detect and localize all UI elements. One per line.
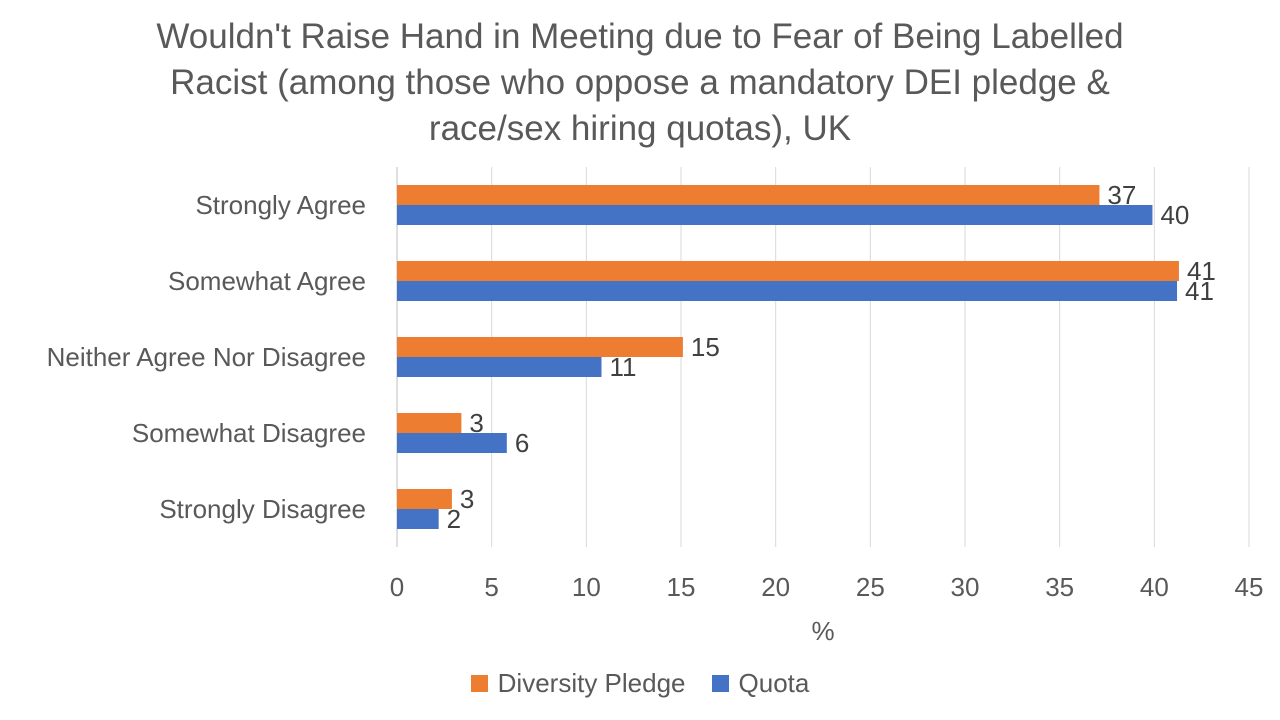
data-label-quota-2: 41: [1185, 276, 1214, 306]
data-label-diversity-pledge-3: 15: [691, 332, 720, 362]
x-tick-label-35: 35: [1045, 572, 1074, 602]
chart-title: Wouldn't Raise Hand in Meeting due to Fe…: [140, 14, 1140, 152]
category-label-2: Somewhat Agree: [168, 266, 366, 296]
bar-quota-3: [397, 357, 602, 377]
data-label-diversity-pledge-5: 3: [460, 484, 474, 514]
bar-diversity-pledge-3: [397, 337, 683, 357]
category-label-4: Somewhat Disagree: [132, 418, 366, 448]
bar-diversity-pledge-5: [397, 489, 452, 509]
bar-quota-2: [397, 281, 1178, 301]
data-label-quota-4: 6: [515, 428, 529, 458]
legend-item-diversity-pledge: Diversity Pledge: [470, 668, 686, 699]
x-tick-label-0: 0: [390, 572, 404, 602]
legend-item-quota: Quota: [711, 668, 810, 699]
bar-quota-1: [397, 205, 1153, 225]
legend-swatch-diversity-pledge: [470, 675, 488, 692]
category-label-5: Strongly Disagree: [159, 494, 366, 524]
x-tick-label-5: 5: [484, 572, 498, 602]
chart-title-line-2: Racist (among those who oppose a mandato…: [170, 63, 1110, 102]
bar-diversity-pledge-2: [397, 261, 1179, 281]
bar-quota-5: [397, 509, 439, 529]
category-label-3: Neither Agree Nor Disagree: [47, 342, 366, 372]
x-tick-label-40: 40: [1140, 572, 1169, 602]
x-tick-label-20: 20: [761, 572, 790, 602]
data-label-quota-3: 11: [609, 352, 636, 382]
legend-swatch-quota: [711, 675, 729, 692]
x-tick-label-15: 15: [667, 572, 696, 602]
data-label-diversity-pledge-4: 3: [469, 408, 483, 438]
data-label-quota-5: 2: [447, 504, 461, 534]
data-label-diversity-pledge-2: 41: [1187, 256, 1216, 286]
x-tick-label-25: 25: [856, 572, 885, 602]
category-label-1: Strongly Agree: [195, 190, 366, 220]
x-tick-label-30: 30: [951, 572, 980, 602]
x-tick-label-45: 45: [1235, 572, 1264, 602]
x-axis-title: %: [811, 616, 834, 646]
bar-diversity-pledge-4: [397, 413, 462, 433]
x-tick-label-10: 10: [572, 572, 601, 602]
chart-title-line-1: Wouldn't Raise Hand in Meeting due to Fe…: [156, 17, 1124, 56]
data-label-quota-1: 40: [1160, 200, 1189, 230]
legend: Diversity Pledge Quota: [0, 668, 1280, 699]
bar-diversity-pledge-1: [397, 185, 1100, 205]
bar-quota-4: [397, 433, 507, 453]
legend-label-quota: Quota: [738, 668, 810, 698]
chart-title-line-3: race/sex hiring quotas), UK: [428, 109, 852, 148]
legend-label-diversity-pledge: Diversity Pledge: [497, 668, 686, 698]
